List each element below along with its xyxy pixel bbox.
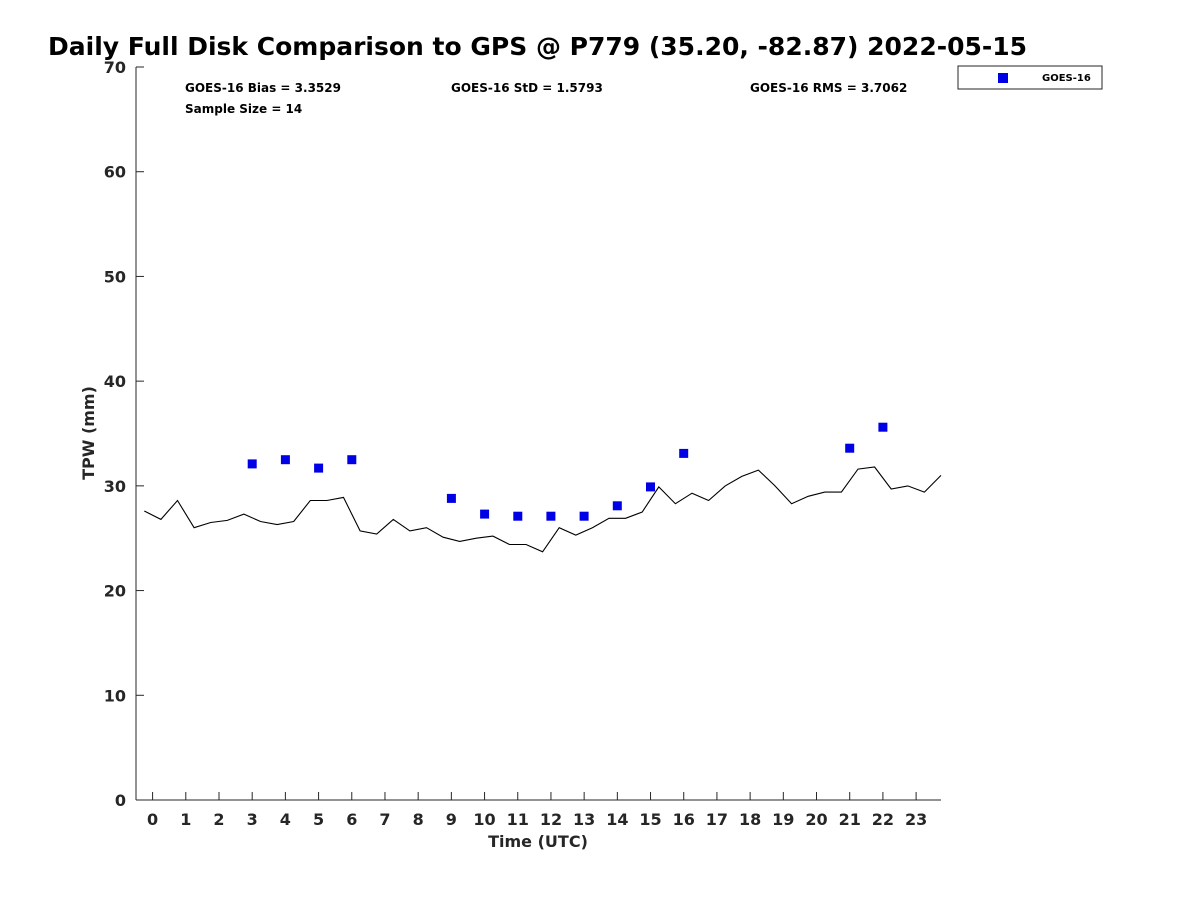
x-axis-label: Time (UTC) — [488, 832, 588, 851]
goes16-point — [314, 463, 324, 473]
stat-std: GOES-16 StD = 1.5793 — [451, 81, 603, 95]
x-tick-label: 6 — [346, 810, 357, 829]
goes16-point — [612, 501, 622, 511]
goes16-markers — [247, 422, 888, 521]
x-tick-label: 11 — [507, 810, 529, 829]
x-tick-label: 13 — [573, 810, 595, 829]
goes16-point — [878, 422, 888, 432]
stat-rms: GOES-16 RMS = 3.7062 — [750, 81, 907, 95]
x-tick-label: 2 — [213, 810, 224, 829]
goes16-point — [480, 509, 490, 519]
chart-title: Daily Full Disk Comparison to GPS @ P779… — [48, 32, 1027, 61]
x-tick-label: 3 — [247, 810, 258, 829]
y-tick-label: 40 — [104, 372, 126, 391]
x-tick-label: 14 — [606, 810, 628, 829]
x-tick-label: 16 — [673, 810, 695, 829]
legend-box — [957, 65, 1103, 90]
x-tick-label: 22 — [872, 810, 894, 829]
x-tick-label: 7 — [379, 810, 390, 829]
x-tick-label: 0 — [147, 810, 158, 829]
y-tick-label: 20 — [104, 582, 126, 601]
stat-bias: GOES-16 Bias = 3.3529 — [185, 81, 341, 95]
x-tick-label: 20 — [805, 810, 827, 829]
goes16-point — [679, 448, 689, 458]
y-axis-label: TPW (mm) — [79, 386, 98, 480]
goes16-point — [579, 511, 589, 521]
goes16-point — [347, 455, 357, 465]
y-tick-label: 50 — [104, 267, 126, 286]
x-tick-label: 21 — [839, 810, 861, 829]
y-tick-label: 10 — [104, 686, 126, 705]
legend-marker-goes16 — [998, 73, 1008, 83]
x-tick-label: 10 — [473, 810, 495, 829]
goes16-point — [280, 455, 290, 465]
goes16-point — [646, 482, 655, 492]
y-tick-label: 70 — [104, 58, 126, 77]
stat-sample-size: Sample Size = 14 — [185, 102, 302, 116]
x-tick-label: 1 — [180, 810, 191, 829]
legend: GOES-16 — [957, 65, 1103, 90]
x-tick-label: 23 — [905, 810, 927, 829]
goes16-point — [446, 493, 456, 503]
x-tick-label: 4 — [280, 810, 291, 829]
goes16-point — [546, 511, 556, 521]
x-tick-label: 12 — [540, 810, 562, 829]
gps-tpw-line — [144, 466, 942, 553]
goes16-point — [845, 443, 855, 453]
x-tick-label: 19 — [772, 810, 794, 829]
x-tick-label: 15 — [639, 810, 661, 829]
gps-line — [144, 466, 942, 553]
legend-label-goes16: GOES-16 — [1042, 73, 1091, 84]
x-tick-label: 17 — [706, 810, 728, 829]
x-tick-label: 5 — [313, 810, 324, 829]
y-tick-label: 30 — [104, 477, 126, 496]
x-tick-label: 18 — [739, 810, 761, 829]
y-tick-label: 0 — [115, 791, 126, 810]
x-tick-label: 8 — [413, 810, 424, 829]
y-tick-label: 60 — [104, 163, 126, 182]
goes16-point — [247, 459, 257, 469]
goes16-point — [513, 511, 523, 521]
x-tick-label: 9 — [446, 810, 457, 829]
